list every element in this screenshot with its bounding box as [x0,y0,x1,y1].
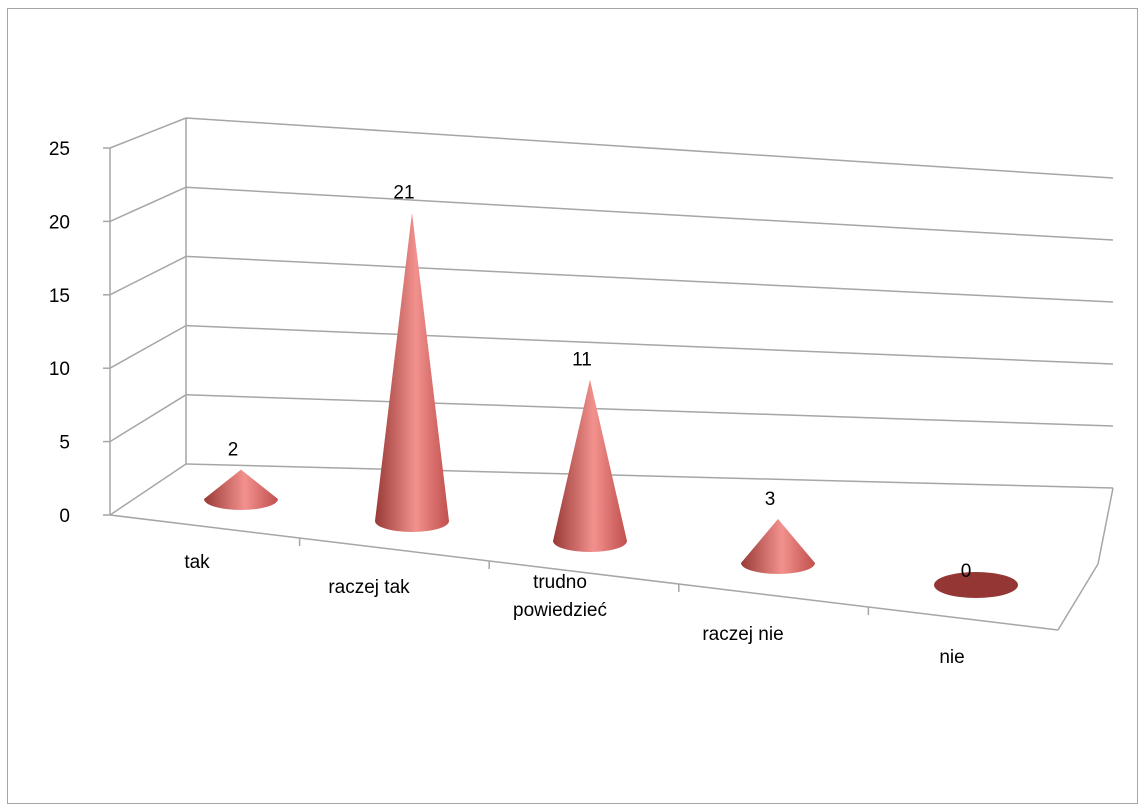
back-gridline [185,255,1114,303]
back-gridline [185,463,1114,489]
data-label: 11 [572,350,592,371]
side-gridline [109,117,187,149]
back-gridline [185,117,1114,179]
data-label: 0 [961,561,972,582]
back-gridline [185,324,1114,365]
y-tick-label: 15 [49,286,70,307]
cone-zero-disc [934,572,1018,598]
cone-mark [204,469,278,510]
y-tick-label: 25 [49,139,70,160]
data-label: 21 [393,183,414,204]
cone-mark [741,518,815,574]
x-axis-line [109,514,1059,631]
gridlines [109,117,1114,516]
axes [103,147,1114,631]
chart-frame [7,8,1138,804]
x-category-labels: tak raczej tak trudno powiedzieć raczej nie n… [184,552,964,668]
y-tick-label: 10 [49,359,70,380]
x-category-label: nie [939,647,964,668]
y-tick-label: 0 [59,506,70,527]
x-category-line: nie [939,647,964,668]
side-gridline [109,255,187,296]
back-gridline [185,186,1114,241]
cone-mark [375,212,449,532]
x-category-line: raczej nie [702,624,783,645]
cone-mark [553,379,627,552]
y-tick-label: 5 [59,433,70,454]
side-gridline [109,324,187,369]
side-gridline [109,394,187,443]
data-labels: 2 21 11 3 0 [228,183,972,582]
x-category-label: raczej nie [702,624,783,645]
x-category-label: raczej tak [328,577,410,598]
x-category-line: powiedzieć [513,600,607,621]
y-tick-labels: 0 5 10 15 20 25 [49,139,70,527]
floor-back-right-edge [1097,487,1114,565]
back-gridline [185,394,1114,427]
data-label: 2 [228,440,239,461]
x-category-label: trudno powiedzieć [513,572,607,621]
cones [204,212,1018,598]
x-category-line: trudno [533,572,587,593]
x-category-line: tak [184,552,210,573]
side-gridline [109,463,187,516]
side-gridline [109,186,187,223]
y-tick-label: 20 [49,212,70,233]
floor-right-edge [1057,563,1099,631]
x-category-line: raczej tak [328,577,410,598]
x-category-label: tak [184,552,210,573]
data-label: 3 [765,489,776,510]
